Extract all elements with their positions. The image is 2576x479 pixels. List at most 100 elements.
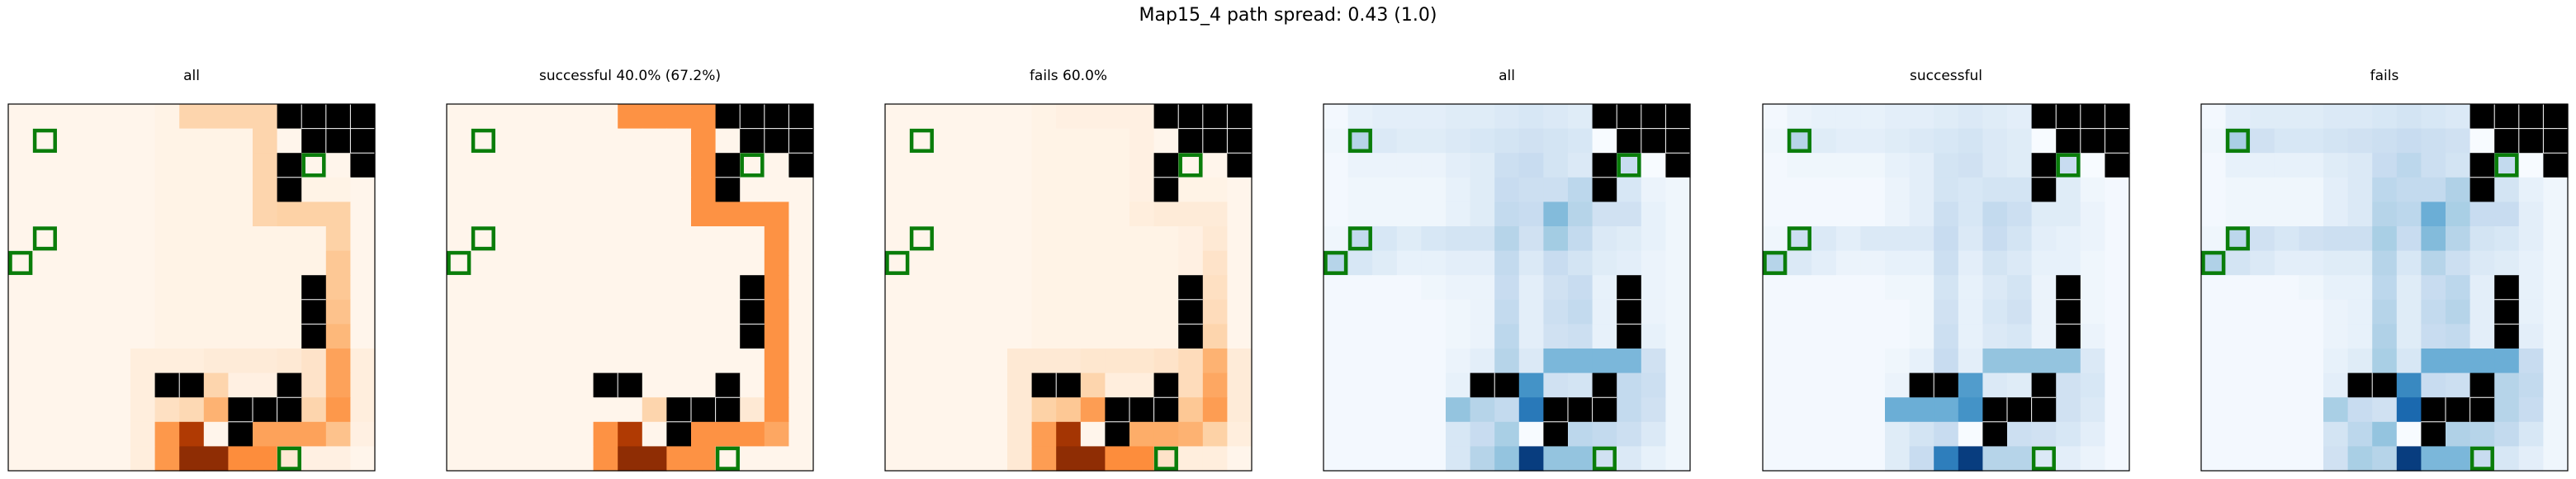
heat-cell bbox=[2201, 324, 2227, 349]
heat-cell bbox=[1982, 226, 2008, 252]
heat-cell bbox=[2372, 349, 2398, 374]
heat-cell bbox=[2518, 250, 2544, 276]
heat-cell bbox=[2225, 372, 2251, 398]
heat-cell bbox=[325, 177, 351, 202]
heat-cell bbox=[130, 275, 156, 301]
heat-cell bbox=[642, 446, 667, 472]
heat-cell bbox=[1056, 324, 1082, 349]
heat-cell bbox=[2372, 128, 2398, 154]
heat-cell bbox=[983, 202, 1008, 227]
heat-cell bbox=[1641, 202, 1666, 227]
heat-cell bbox=[764, 397, 789, 423]
heat-cell bbox=[1568, 275, 1593, 301]
heat-cell bbox=[544, 421, 570, 447]
obstacle-cell bbox=[350, 153, 376, 178]
heat-cell bbox=[1958, 275, 1983, 301]
heat-cell bbox=[2105, 421, 2130, 447]
heat-cell bbox=[1396, 153, 1422, 178]
heat-cell bbox=[2518, 299, 2544, 325]
heat-cell bbox=[2446, 349, 2471, 374]
heat-cell bbox=[1105, 153, 1130, 178]
heat-cell bbox=[715, 275, 741, 301]
heat-cell bbox=[958, 250, 983, 276]
heat-cell bbox=[934, 299, 959, 325]
heat-cell bbox=[618, 397, 643, 423]
heat-cell bbox=[934, 128, 959, 154]
heat-cell bbox=[1787, 349, 1812, 374]
heat-cell bbox=[1787, 275, 1812, 301]
heat-cell bbox=[618, 349, 643, 374]
heat-cell bbox=[301, 250, 327, 276]
heat-cell bbox=[1934, 104, 1959, 130]
heat-cell bbox=[2080, 250, 2105, 276]
heat-cell bbox=[2323, 299, 2349, 325]
heat-cell bbox=[495, 275, 521, 301]
panel-title: fails bbox=[2370, 68, 2399, 84]
heat-cell bbox=[301, 421, 327, 447]
heat-cell bbox=[1885, 372, 1911, 398]
heat-cell bbox=[2543, 202, 2569, 227]
heat-cell bbox=[1056, 275, 1082, 301]
heat-cell bbox=[1105, 324, 1130, 349]
heat-cell bbox=[2494, 250, 2520, 276]
goal-marker bbox=[1592, 446, 1617, 471]
heat-cell bbox=[1129, 128, 1155, 154]
heat-cell bbox=[909, 324, 935, 349]
heat-cell bbox=[154, 226, 180, 252]
heat-cell bbox=[253, 446, 278, 472]
heat-cell bbox=[495, 153, 521, 178]
heat-cell bbox=[740, 446, 765, 472]
heat-cell bbox=[1202, 349, 1228, 374]
heat-cell bbox=[253, 250, 278, 276]
heat-cell bbox=[1129, 250, 1155, 276]
heat-cell bbox=[593, 349, 618, 374]
heat-cell bbox=[1982, 324, 2008, 349]
heat-cell bbox=[1885, 299, 1911, 325]
obstacle-cell bbox=[764, 104, 789, 130]
heat-cell bbox=[715, 299, 741, 325]
heat-cell bbox=[471, 324, 496, 349]
heat-cell bbox=[569, 349, 594, 374]
heat-cell bbox=[57, 177, 83, 202]
heat-cell bbox=[618, 446, 643, 472]
heat-cell bbox=[2031, 202, 2057, 227]
heat-cell bbox=[130, 324, 156, 349]
heat-cell bbox=[1787, 250, 1812, 276]
heat-cell bbox=[1518, 153, 1544, 178]
heat-cell bbox=[1811, 226, 1837, 252]
goal-marker bbox=[2469, 446, 2494, 471]
heat-cell bbox=[1494, 397, 1520, 423]
heat-cell bbox=[1396, 372, 1422, 398]
heat-cell bbox=[1105, 349, 1130, 374]
heat-cell bbox=[2347, 104, 2373, 130]
heat-cell bbox=[2201, 275, 2227, 301]
heat-cell bbox=[1909, 421, 1934, 447]
heat-cell bbox=[81, 104, 107, 130]
heat-cell bbox=[1080, 128, 1106, 154]
heat-cell bbox=[2225, 324, 2251, 349]
heat-cell bbox=[909, 397, 935, 423]
heat-cell bbox=[1129, 324, 1155, 349]
heat-cell bbox=[1202, 226, 1228, 252]
heat-cell bbox=[1446, 250, 1471, 276]
obstacle-cell bbox=[1592, 177, 1617, 202]
heat-cell bbox=[203, 226, 229, 252]
obstacle-cell bbox=[179, 372, 205, 398]
heat-cell bbox=[1982, 275, 2008, 301]
heat-cell bbox=[909, 177, 935, 202]
heat-cell bbox=[203, 372, 229, 398]
heat-cell bbox=[691, 421, 717, 447]
heat-cell bbox=[1592, 421, 1617, 447]
heat-cell bbox=[2225, 299, 2251, 325]
heat-cell bbox=[2201, 446, 2227, 472]
heat-cell bbox=[2007, 299, 2033, 325]
heat-cell bbox=[1543, 153, 1569, 178]
heat-cell bbox=[958, 446, 983, 472]
heat-cell bbox=[1421, 128, 1447, 154]
goal-marker bbox=[2031, 446, 2056, 471]
obstacle-cell bbox=[2105, 153, 2130, 178]
heat-cell bbox=[1031, 324, 1057, 349]
obstacle-cell bbox=[740, 128, 765, 154]
heat-cell bbox=[1909, 128, 1934, 154]
heat-cell bbox=[2225, 349, 2251, 374]
